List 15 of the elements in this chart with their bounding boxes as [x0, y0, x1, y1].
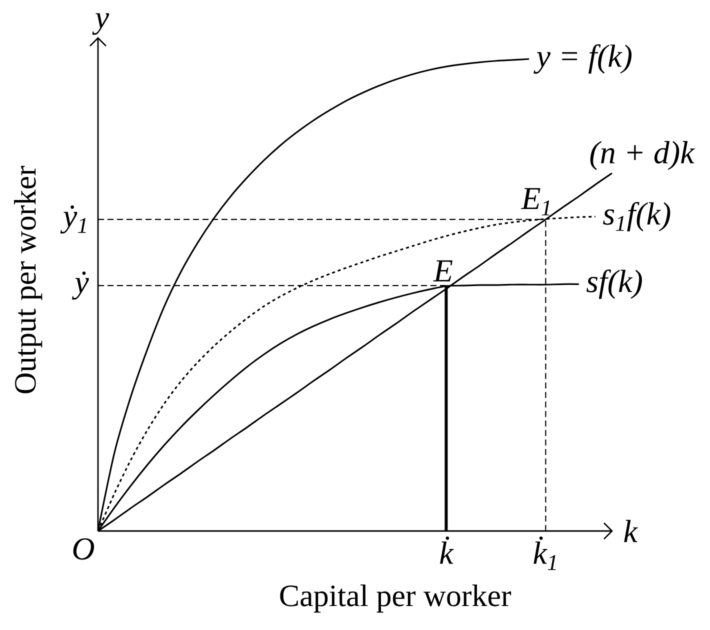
text: k	[624, 520, 638, 542]
x-axis-title: Capital per worker	[280, 584, 512, 613]
x-tick-label: k̇	[440, 536, 454, 564]
ref-line-label: ẏ	[72, 272, 89, 300]
annotation: E	[433, 260, 452, 282]
series-label: s$_{1}$f(k)	[603, 202, 670, 232]
series-label: sf(k)	[586, 269, 642, 299]
y-axis-title: Output per worker	[14, 166, 42, 394]
series-label: (n + d)k	[590, 141, 695, 170]
x-tick-label: k̇$_{1}$	[534, 536, 556, 570]
series-label: y = f(k)	[534, 44, 632, 74]
ref-line-label: ẏ$_{1}$	[60, 205, 86, 234]
text: O	[73, 538, 94, 560]
text: y	[92, 13, 110, 35]
annotation: E$_{1}$	[520, 188, 550, 216]
